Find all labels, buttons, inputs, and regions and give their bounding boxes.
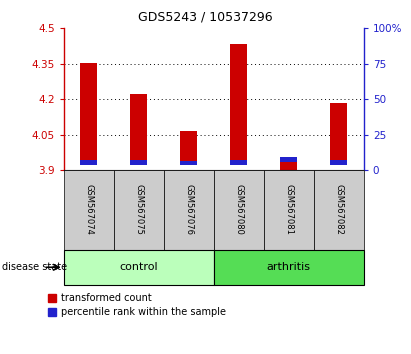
Bar	[64, 170, 114, 250]
Text: GSM567081: GSM567081	[284, 184, 293, 235]
Bar	[264, 170, 314, 250]
Text: GSM567082: GSM567082	[334, 184, 343, 235]
Bar	[280, 162, 298, 170]
Text: GSM567076: GSM567076	[184, 184, 193, 235]
Text: arthritis: arthritis	[267, 262, 311, 272]
Bar	[180, 131, 197, 165]
Text: GSM567075: GSM567075	[134, 184, 143, 235]
Bar	[230, 44, 247, 165]
Bar	[180, 161, 197, 165]
Text: control: control	[120, 262, 158, 272]
Bar	[80, 160, 97, 165]
Bar	[130, 160, 148, 165]
Bar	[80, 63, 97, 165]
Bar	[64, 250, 214, 285]
Bar	[130, 94, 148, 165]
Text: disease state: disease state	[2, 262, 67, 272]
Bar	[230, 160, 247, 165]
Legend: transformed count, percentile rank within the sample: transformed count, percentile rank withi…	[48, 293, 226, 317]
Bar	[330, 103, 347, 165]
Bar	[214, 170, 264, 250]
Bar	[314, 170, 364, 250]
Bar	[114, 170, 164, 250]
Bar	[164, 170, 214, 250]
Bar	[330, 160, 347, 165]
Text: GDS5243 / 10537296: GDS5243 / 10537296	[138, 11, 273, 24]
Bar	[280, 157, 298, 162]
Text: GSM567074: GSM567074	[84, 184, 93, 235]
Bar	[214, 250, 364, 285]
Text: GSM567080: GSM567080	[234, 184, 243, 235]
